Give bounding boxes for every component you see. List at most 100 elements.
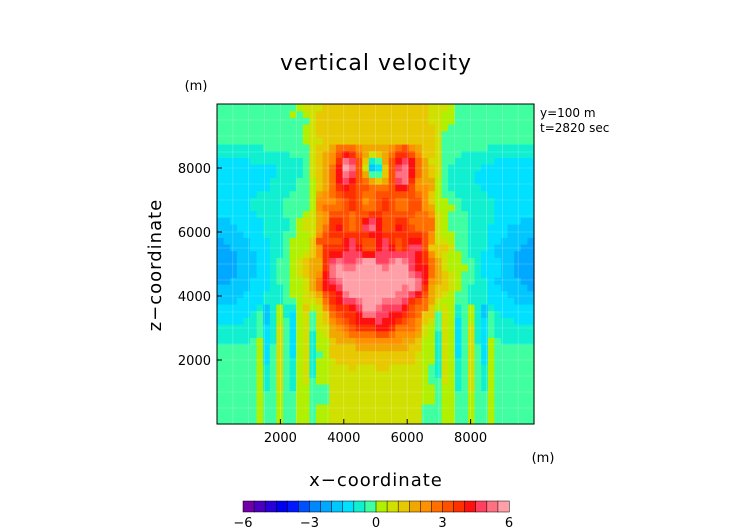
field-cell [507,310,515,318]
field-cell [283,310,291,318]
field-cell [250,324,258,332]
field-cell [217,364,225,372]
field-cell [514,117,522,125]
field-cell [316,397,324,405]
field-cell [355,170,363,178]
field-cell [230,124,238,132]
field-cell [434,357,443,365]
field-cell [448,404,456,412]
field-cell [500,150,509,158]
field-cell [362,170,370,178]
field-cell [217,370,225,378]
field-cell [520,244,528,252]
field-cell [250,370,258,378]
field-cell [514,317,522,325]
field-cell [474,304,482,312]
field-cell [401,337,410,345]
field-cell [250,184,258,192]
field-cell [461,230,469,238]
field-cell [342,284,350,292]
field-cell [415,144,423,152]
field-cell [408,337,416,345]
field-cell [316,224,324,232]
field-cell [382,217,390,225]
field-cell [421,290,429,298]
field-cell [494,404,502,412]
field-cell [335,157,344,165]
field-cell [494,410,502,418]
field-cell [263,117,271,125]
field-cell [388,324,396,332]
field-cell [487,277,495,285]
field-cell [276,137,284,145]
field-cell [230,204,238,212]
field-cell [481,330,489,338]
field-cell [335,370,344,378]
field-cell [487,317,495,325]
field-cell [454,184,462,192]
field-cell [296,164,304,172]
field-cell [296,197,304,205]
field-cell [401,257,410,265]
field-cell [401,324,410,332]
field-cell [500,284,509,292]
field-cell [467,190,476,198]
x-unit-label: (m) [532,451,555,466]
field-cell [441,404,449,412]
field-cell [487,250,495,258]
field-cell [349,137,357,145]
field-cell [362,250,370,258]
field-cell [428,264,436,272]
field-cell [382,404,390,412]
field-cell [243,204,251,212]
field-cell [415,324,423,332]
field-cell [408,224,416,232]
field-cell [276,390,284,398]
field-cell [230,417,238,425]
field-cell [283,164,291,172]
field-cell [335,250,344,258]
field-cell [415,270,423,278]
field-cell [395,410,403,418]
field-cell [527,210,535,218]
field-cell [395,237,403,245]
field-cell [527,337,535,345]
field-cell [454,170,462,178]
field-cell [375,290,383,298]
field-cell [322,350,330,358]
field-cell [375,130,383,138]
field-cell [514,370,522,378]
field-cell [408,290,416,298]
field-cell [507,304,515,312]
field-cell [401,237,410,245]
field-cell [283,290,291,298]
field-cell [223,244,231,252]
field-cell [289,130,297,138]
field-cell [467,110,476,118]
field-cell [250,170,258,178]
field-cell [223,297,231,305]
field-cell [342,250,350,258]
field-cell [302,117,311,125]
field-cell [382,250,390,258]
field-cell [494,237,502,245]
field-cell [395,370,403,378]
field-cell [481,297,489,305]
field-cell [322,244,330,252]
field-cell [309,370,317,378]
field-cell [329,390,337,398]
field-cell [283,157,291,165]
field-cell [415,397,423,405]
field-cell [335,204,344,212]
field-cell [322,290,330,298]
field-cell [276,290,284,298]
field-cell [395,177,403,185]
field-cell [243,177,251,185]
field-cell [263,250,271,258]
field-cell [269,284,278,292]
field-cell [514,330,522,338]
y-tick-label: 2000 [178,354,211,369]
field-cell [329,370,337,378]
field-cell [520,330,528,338]
field-cell [217,270,225,278]
